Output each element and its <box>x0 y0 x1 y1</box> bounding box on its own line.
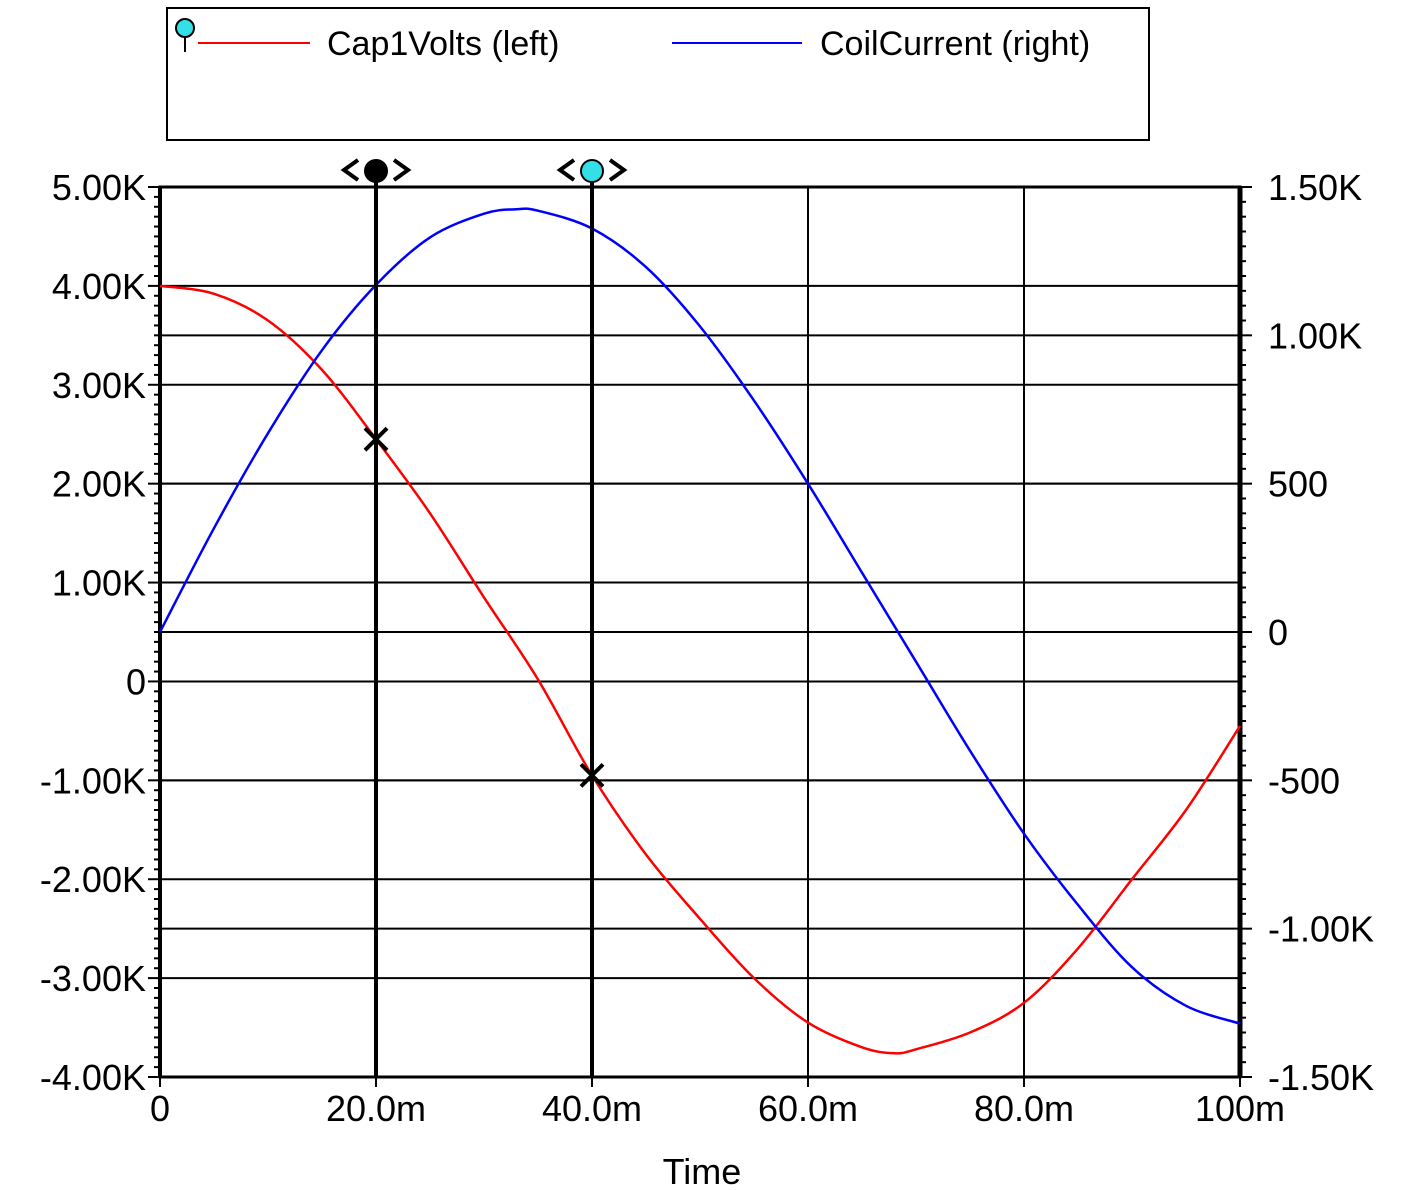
cursor-intersection-marker <box>579 762 605 788</box>
cursor-handle-left-icon <box>556 158 576 182</box>
cursor-handle-icon <box>364 159 388 183</box>
x-tick-label: 60.0m <box>758 1088 858 1129</box>
left-tick-label: -3.00K <box>40 958 146 999</box>
cursor-layer <box>340 158 628 1077</box>
right-tick-label: -1.50K <box>1268 1057 1374 1098</box>
x-tick-label: 0 <box>150 1088 170 1129</box>
x-axis-label: Time <box>663 1151 742 1190</box>
grid <box>159 186 1241 1078</box>
cursor-handle-right-icon <box>608 158 628 182</box>
series-layer <box>158 207 1242 1055</box>
cursor-handle-icon <box>580 159 604 183</box>
left-tick-label: 5.00K <box>52 167 146 208</box>
cursor-handle-right-icon <box>392 158 412 182</box>
right-tick-label: 0 <box>1268 612 1288 653</box>
left-tick-label: 2.00K <box>52 464 146 505</box>
left-tick-label: 3.00K <box>52 365 146 406</box>
series-line-2 <box>158 207 1241 1025</box>
legend-label-series-1: Cap1Volts (left) <box>327 25 559 63</box>
left-tick-label: -2.00K <box>40 859 146 900</box>
legend-box <box>166 7 1150 141</box>
right-tick-label: 1.00K <box>1268 315 1362 356</box>
series-line-1 <box>159 284 1242 1055</box>
cursor-intersection-marker <box>363 426 389 452</box>
right-tick-label: -500 <box>1268 760 1340 801</box>
left-tick-label: -1.00K <box>40 760 146 801</box>
right-tick-label: 500 <box>1268 464 1328 505</box>
legend: Cap1Volts (left) CoilCurrent (right) <box>166 7 1150 141</box>
legend-label-series-2: CoilCurrent (right) <box>820 25 1090 63</box>
legend-marker-icon <box>175 18 195 52</box>
left-tick-label: 4.00K <box>52 266 146 307</box>
x-tick-label: 100m <box>1195 1088 1285 1129</box>
right-tick-label: -1.00K <box>1268 909 1374 950</box>
cursor-handle-left-icon <box>340 158 360 182</box>
left-tick-label: -4.00K <box>40 1057 146 1098</box>
right-tick-label: 1.50K <box>1268 167 1362 208</box>
x-tick-label: 80.0m <box>974 1088 1074 1129</box>
axes: 5.00K 4.00K 3.00K 2.00K 1.00K 0 -1.00K -2.00K -3… <box>40 167 1374 1129</box>
left-tick-label: 1.00K <box>52 563 146 604</box>
x-tick-label: 40.0m <box>542 1088 642 1129</box>
left-tick-label: 0 <box>126 661 146 702</box>
x-tick-label: 20.0m <box>326 1088 426 1129</box>
